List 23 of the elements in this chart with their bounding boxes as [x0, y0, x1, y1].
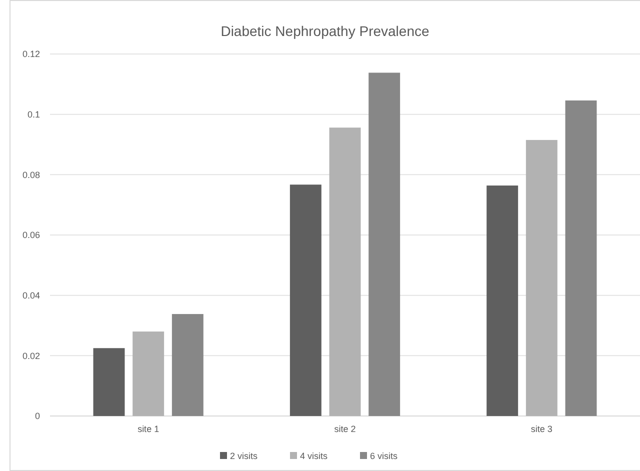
- bar: [486, 186, 518, 416]
- y-tick-label: 0.04: [22, 290, 40, 300]
- legend-label: 6 visits: [370, 451, 398, 461]
- y-tick-label: 0.02: [22, 350, 40, 361]
- y-tick-label: 0.08: [22, 170, 40, 180]
- x-tick-label: site 3: [530, 424, 552, 434]
- y-tick-label: 0: [34, 411, 40, 422]
- bar: [93, 348, 125, 416]
- x-tick-label: site 2: [334, 424, 356, 434]
- bar: [290, 184, 322, 416]
- bar: [132, 332, 164, 416]
- bar: [368, 72, 400, 416]
- x-tick-label: site 1: [138, 424, 160, 434]
- bar: [329, 128, 361, 416]
- bar: [526, 140, 558, 416]
- chart-title: Diabetic Nephropathy Prevalence: [220, 23, 430, 39]
- bar: [565, 100, 597, 416]
- y-tick-label: 0.12: [22, 49, 40, 60]
- y-tick-label: 0.06: [22, 230, 40, 240]
- bar: [172, 314, 204, 416]
- legend-label: 2 visits: [230, 451, 258, 461]
- legend-label: 4 visits: [300, 451, 328, 461]
- y-tick-label: 0.1: [27, 109, 40, 120]
